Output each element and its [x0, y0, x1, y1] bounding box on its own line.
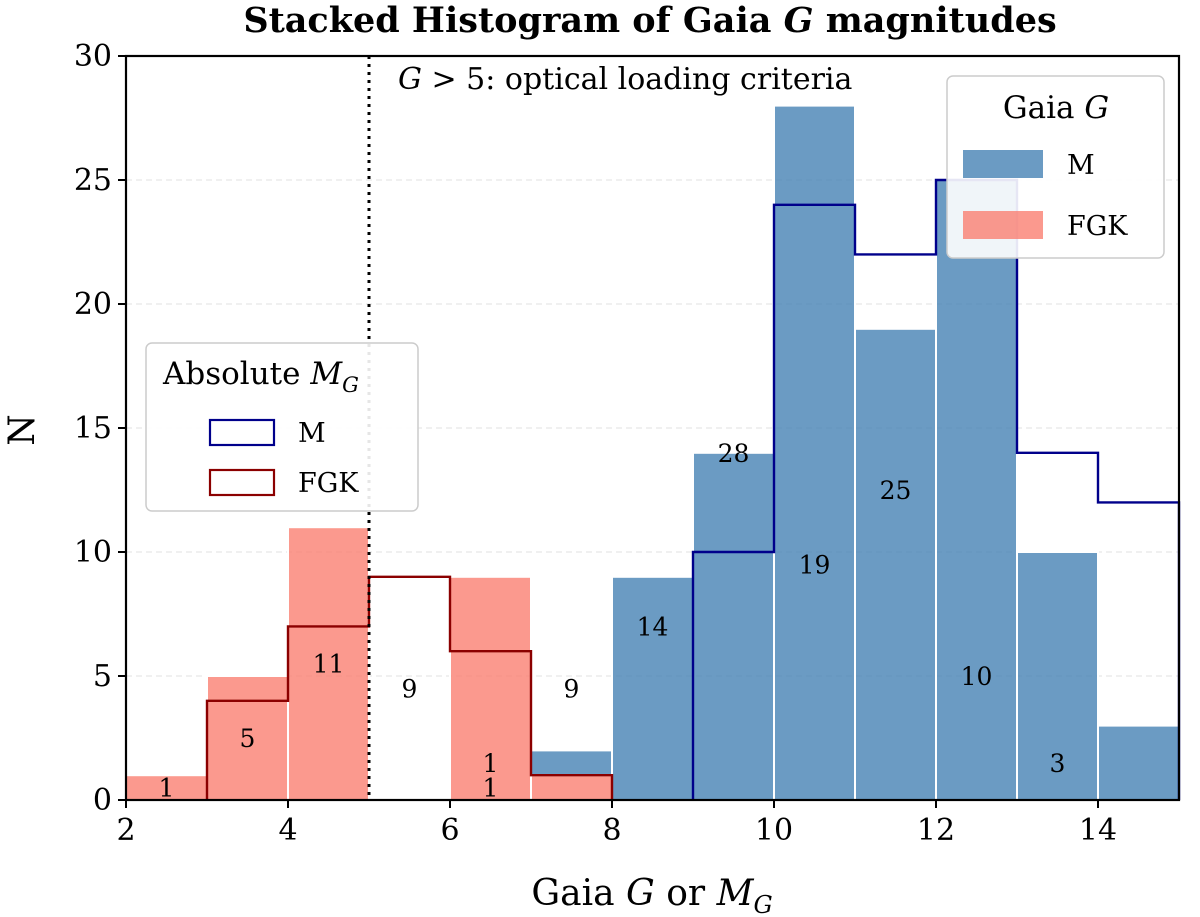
step-outlines — [205, 178, 1181, 800]
y-tick-label-20: 20 — [74, 287, 112, 322]
y-tick-label-5: 5 — [93, 659, 112, 694]
y-axis-label: N — [2, 414, 43, 446]
bar-m-7 — [530, 749, 613, 777]
x-tick-label-8: 8 — [602, 813, 621, 848]
x-label-subscript: G — [753, 891, 772, 917]
y-tick-label-25: 25 — [74, 163, 112, 198]
count-label-11: 10 — [961, 662, 993, 691]
legend-gaia-fgk-swatch — [963, 211, 1043, 239]
bar-m-8 — [611, 575, 694, 801]
legend-gaia-title-prefix: Gaia — [1003, 90, 1085, 126]
legend-absolute-m-swatch — [208, 418, 276, 447]
count-label-12: 3 — [1050, 749, 1066, 778]
legend-absolute-title-var: M — [309, 356, 343, 392]
bar-fgk-7 — [530, 774, 613, 802]
count-label-0: 1 — [159, 774, 175, 803]
legend-absolute-fgk-swatch — [208, 468, 276, 497]
y-tick-label-15: 15 — [74, 411, 112, 446]
bar-m-14 — [1097, 724, 1180, 801]
bar-m-11 — [854, 327, 937, 801]
count-label-8: 28 — [718, 439, 750, 468]
legend-gaia-m-label: M — [1067, 150, 1095, 181]
x-label-var-m: M — [716, 873, 755, 914]
legend-absolute-title: Absolute MG — [162, 356, 359, 397]
legend-gaia-title-var: G — [1084, 90, 1109, 126]
count-label-1: 5 — [240, 724, 256, 753]
x-label-prefix: Gaia — [531, 873, 626, 914]
legend-gaia: Gaia G M FGK — [946, 75, 1165, 259]
plot-frame — [124, 54, 1181, 802]
stacked-bars — [125, 104, 1180, 802]
x-tick-label-10: 10 — [755, 813, 793, 848]
x-tick-label-14: 14 — [1079, 813, 1117, 848]
x-label-var-g: G — [626, 873, 655, 914]
y-tick-label-0: 0 — [93, 783, 112, 818]
annotation-operator: > 5 — [422, 62, 485, 97]
x-label-mid: or — [655, 873, 717, 914]
count-label-4: 1 — [483, 749, 499, 778]
step-m — [691, 178, 1181, 800]
title-suffix: magnitudes — [814, 0, 1057, 41]
x-tick-label-2: 2 — [116, 813, 135, 848]
legend-gaia-title: Gaia G — [1003, 90, 1109, 126]
legend-gaia-m-swatch — [963, 150, 1043, 178]
count-label-5: 1 — [483, 774, 499, 803]
step-fgk — [205, 575, 614, 800]
x-tick-label-6: 6 — [440, 813, 459, 848]
bar-m-9 — [692, 451, 775, 801]
count-label-9: 19 — [799, 550, 831, 579]
count-label-3: 9 — [402, 674, 418, 703]
annotation-text: : optical loading criteria — [485, 62, 852, 97]
count-label-2: 11 — [313, 650, 345, 679]
legend-absolute-m-label: M — [298, 418, 326, 449]
x-axis-label: Gaia G or MG — [531, 873, 772, 917]
legend-absolute-fgk-label: FGK — [298, 468, 359, 499]
y-tick-label-30: 30 — [74, 39, 112, 74]
x-tick-label-12: 12 — [917, 813, 955, 848]
legend-absolute-title-sub: G — [342, 373, 359, 397]
title-prefix: Stacked Histogram of Gaia — [243, 0, 783, 41]
legend-gaia-fgk-label: FGK — [1067, 211, 1128, 242]
title-variable: G — [784, 0, 814, 41]
count-label-10: 25 — [880, 476, 912, 505]
y-tick-label-10: 10 — [74, 535, 112, 570]
legend-absolute: Absolute MG M FGK — [145, 342, 419, 512]
criteria-annotation: G > 5: optical loading criteria — [398, 62, 853, 97]
count-label-6: 9 — [564, 674, 580, 703]
annotation-variable: G — [398, 62, 422, 97]
bar-m-10 — [773, 104, 856, 802]
legend-absolute-title-prefix: Absolute — [162, 356, 310, 392]
chart-title: Stacked Histogram of Gaia G magnitudes — [243, 0, 1056, 41]
bar-m-12 — [935, 179, 1018, 801]
count-label-7: 14 — [637, 612, 669, 641]
bar-m-13 — [1016, 551, 1099, 801]
x-tick-label-4: 4 — [278, 813, 297, 848]
